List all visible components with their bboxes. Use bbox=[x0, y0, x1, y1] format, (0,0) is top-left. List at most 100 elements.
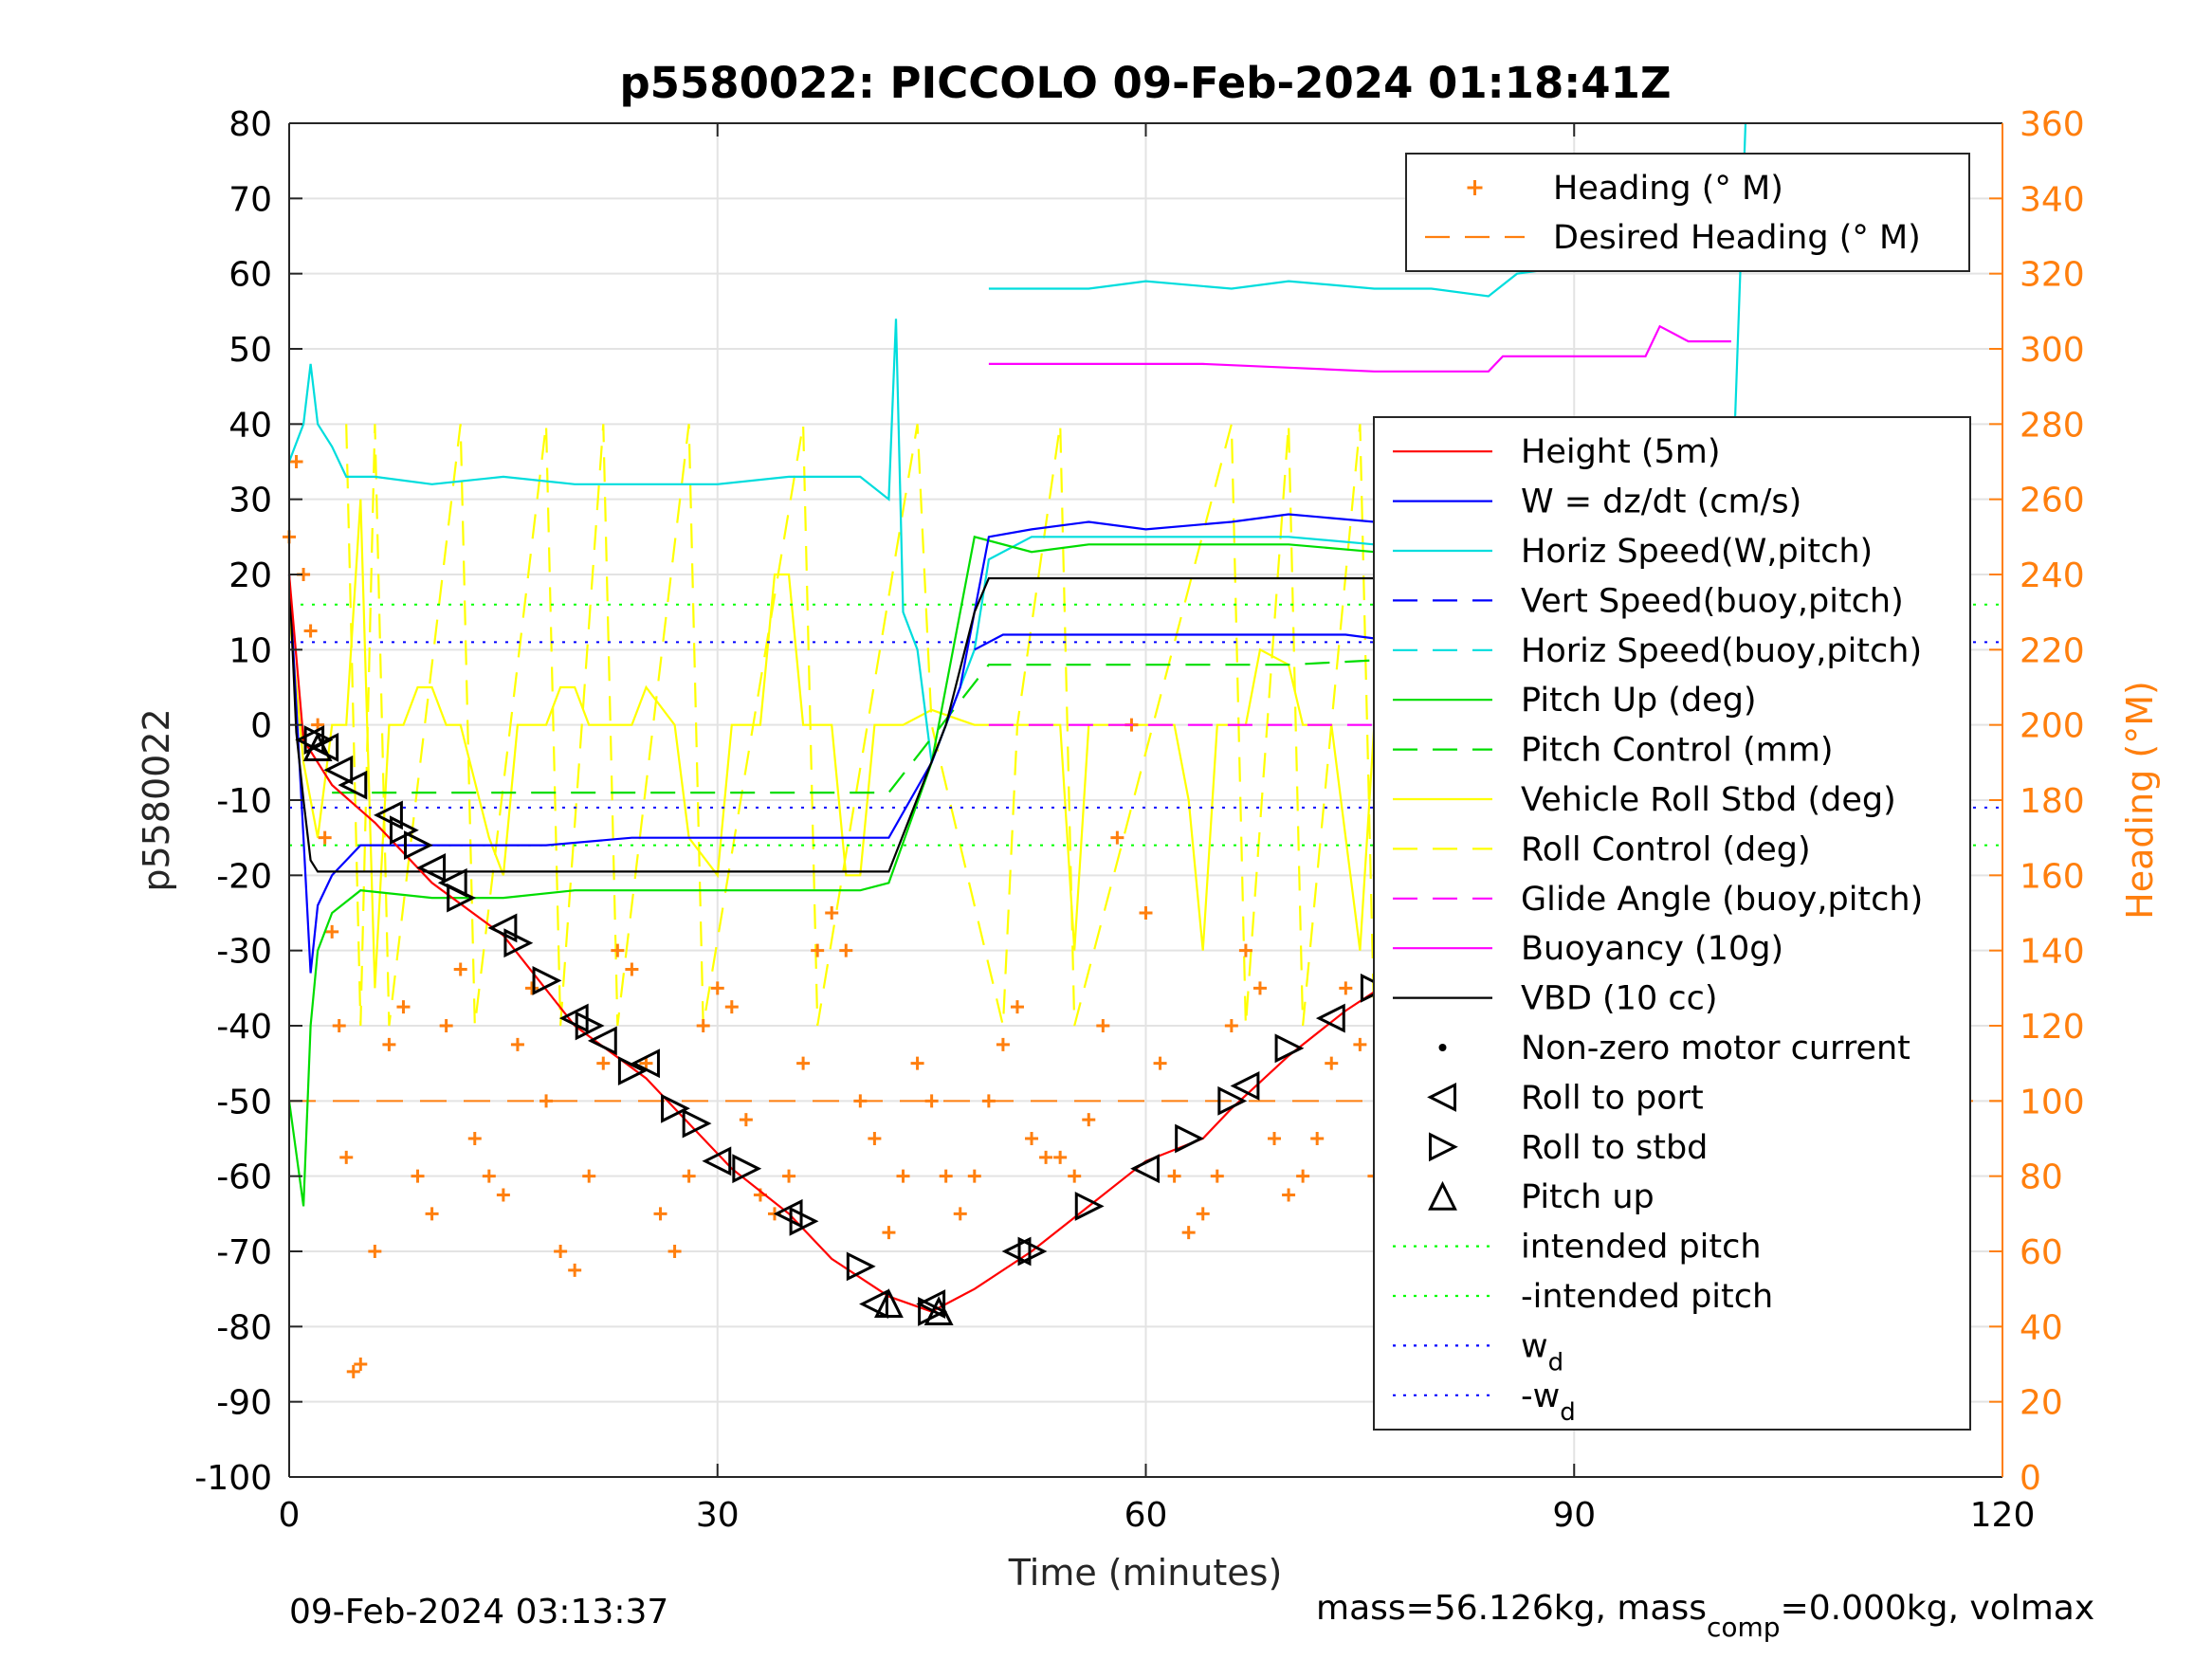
heading-point bbox=[653, 1207, 667, 1221]
legend-label: Heading (° M) bbox=[1553, 170, 1783, 208]
tri-left-marker bbox=[1230, 1071, 1260, 1101]
tri-left-marker bbox=[323, 755, 354, 785]
legend-label: Buoyancy (10g) bbox=[1521, 930, 1783, 968]
tri-right-marker bbox=[617, 1056, 648, 1086]
heading-point bbox=[710, 981, 724, 995]
tri-right-marker bbox=[682, 1108, 712, 1139]
y2-tick-label: 340 bbox=[2020, 180, 2085, 219]
legend-label-text: VBD (10 cc) bbox=[1521, 980, 1718, 1018]
legend-label: Vert Speed(buoy,pitch) bbox=[1521, 582, 1904, 620]
heading-point bbox=[953, 1207, 967, 1221]
heading-point bbox=[882, 1226, 896, 1240]
heading-point bbox=[896, 1169, 910, 1183]
tri-left-marker bbox=[487, 913, 518, 943]
y2-tick-label: 240 bbox=[2020, 556, 2085, 595]
legend-label-sub: d bbox=[1548, 1348, 1564, 1376]
heading-point bbox=[1110, 830, 1124, 845]
legend-main: Height (5m) W = dz/dt (cm/s) Horiz Speed(W… bbox=[1373, 416, 1971, 1431]
legend-label-text: Pitch Control (mm) bbox=[1521, 732, 1833, 770]
y2-tick-label: 60 bbox=[2020, 1233, 2063, 1272]
legend-item: Pitch up bbox=[1428, 1178, 1654, 1216]
heading-point bbox=[1296, 1169, 1310, 1183]
x-tick-label: 30 bbox=[696, 1496, 740, 1535]
heading-point bbox=[1167, 1169, 1181, 1183]
legend-label: VBD (10 cc) bbox=[1521, 980, 1718, 1018]
heading-point bbox=[611, 943, 625, 957]
heading-point bbox=[411, 1169, 425, 1183]
y-tick-label: -30 bbox=[216, 933, 272, 972]
tri-right-marker bbox=[447, 883, 477, 913]
y-tick-label: 60 bbox=[229, 256, 272, 295]
legend-item: Buoyancy (10g) bbox=[1393, 930, 1783, 968]
heading-point bbox=[1153, 1056, 1167, 1070]
heading-point bbox=[539, 1094, 554, 1108]
heading-point bbox=[868, 1132, 882, 1145]
legend-item: Horiz Speed(buoy,pitch) bbox=[1393, 632, 1922, 670]
axes bbox=[288, 122, 2003, 1478]
heading-point bbox=[1238, 943, 1252, 957]
tri-right-marker bbox=[389, 815, 419, 846]
y-tick-label: 30 bbox=[229, 482, 272, 520]
left-y-tick-labels: 80 70 60 50 40 30 20 10 0 -10 -20 -30 -40 -50 -60 -70 -8… bbox=[194, 105, 272, 1498]
heading-point bbox=[739, 1113, 753, 1127]
tri-right-marker bbox=[1175, 1123, 1205, 1154]
legend-label-text: Height (5m) bbox=[1521, 433, 1721, 471]
legend-label: Vehicle Roll Stbd (deg) bbox=[1521, 781, 1896, 819]
legend-label: Non-zero motor current bbox=[1521, 1030, 1910, 1067]
legend-label: Pitch up bbox=[1521, 1178, 1654, 1216]
footer-mass: mass=56.126kg, masscomp=0.000kg, volmax bbox=[1316, 1589, 2094, 1643]
heading-point bbox=[1139, 906, 1153, 920]
legend-label-text: Buoyancy (10g) bbox=[1521, 930, 1783, 968]
legend-box bbox=[1405, 153, 1970, 272]
heading-point bbox=[554, 1245, 568, 1258]
y2-tick-label: 220 bbox=[2020, 631, 2085, 670]
legend-label: Roll to stbd bbox=[1521, 1129, 1708, 1167]
y-tick-label: -20 bbox=[216, 857, 272, 896]
heading-point bbox=[1268, 1132, 1282, 1145]
y2-tick-label: 300 bbox=[2020, 331, 2085, 370]
footer-mass-suffix: =0.000kg, volmax bbox=[1781, 1589, 2095, 1628]
legend-label-text: Vert Speed(buoy,pitch) bbox=[1521, 582, 1904, 620]
legend-label: wd bbox=[1521, 1327, 1563, 1376]
heading-point bbox=[568, 1263, 582, 1277]
legend-label: Height (5m) bbox=[1521, 433, 1721, 471]
heading-point bbox=[939, 1169, 953, 1183]
y-tick-label: -80 bbox=[216, 1308, 272, 1347]
heading-point bbox=[1282, 1188, 1296, 1202]
heading-point bbox=[825, 906, 839, 920]
heading-point bbox=[996, 1037, 1010, 1051]
x-tick-label: 60 bbox=[1124, 1496, 1168, 1535]
heading-point bbox=[1339, 981, 1353, 995]
heading-point bbox=[782, 1169, 796, 1183]
heading-point bbox=[1310, 1132, 1325, 1145]
tri-left-marker bbox=[587, 1026, 617, 1056]
y2-tick-label: 100 bbox=[2020, 1083, 2085, 1121]
legend-label: -intended pitch bbox=[1521, 1278, 1773, 1316]
legend-item: Horiz Speed(W,pitch) bbox=[1393, 533, 1873, 571]
tri-right-marker bbox=[532, 965, 562, 995]
heading-point bbox=[1068, 1169, 1082, 1183]
heading-point bbox=[346, 1364, 360, 1378]
legend-label-text: Vehicle Roll Stbd (deg) bbox=[1521, 781, 1896, 819]
legend-item: Roll to stbd bbox=[1429, 1129, 1708, 1167]
legend-item: W = dz/dt (cm/s) bbox=[1393, 483, 1801, 521]
y-tick-label: -10 bbox=[216, 782, 272, 821]
y2-tick-label: 80 bbox=[2020, 1158, 2063, 1197]
heading-point bbox=[924, 1094, 939, 1108]
legend-label-text: -intended pitch bbox=[1521, 1278, 1773, 1316]
tri-left-marker bbox=[295, 725, 325, 755]
heading-point bbox=[425, 1207, 439, 1221]
heading-point bbox=[332, 1019, 346, 1032]
heading-point bbox=[1252, 981, 1267, 995]
heading-point bbox=[289, 455, 303, 468]
heading-point bbox=[811, 943, 825, 957]
y2-tick-label: 120 bbox=[2020, 1008, 2085, 1047]
heading-point bbox=[1053, 1150, 1068, 1164]
y2-tick-label: 280 bbox=[2020, 406, 2085, 445]
y-tick-label: 0 bbox=[250, 707, 272, 746]
y-tick-label: 40 bbox=[229, 406, 272, 445]
heading-point bbox=[368, 1245, 382, 1258]
legend-label-text: -w bbox=[1521, 1377, 1560, 1415]
x-tick-label: 0 bbox=[279, 1496, 301, 1535]
y2-tick-label: 0 bbox=[2020, 1459, 2041, 1498]
